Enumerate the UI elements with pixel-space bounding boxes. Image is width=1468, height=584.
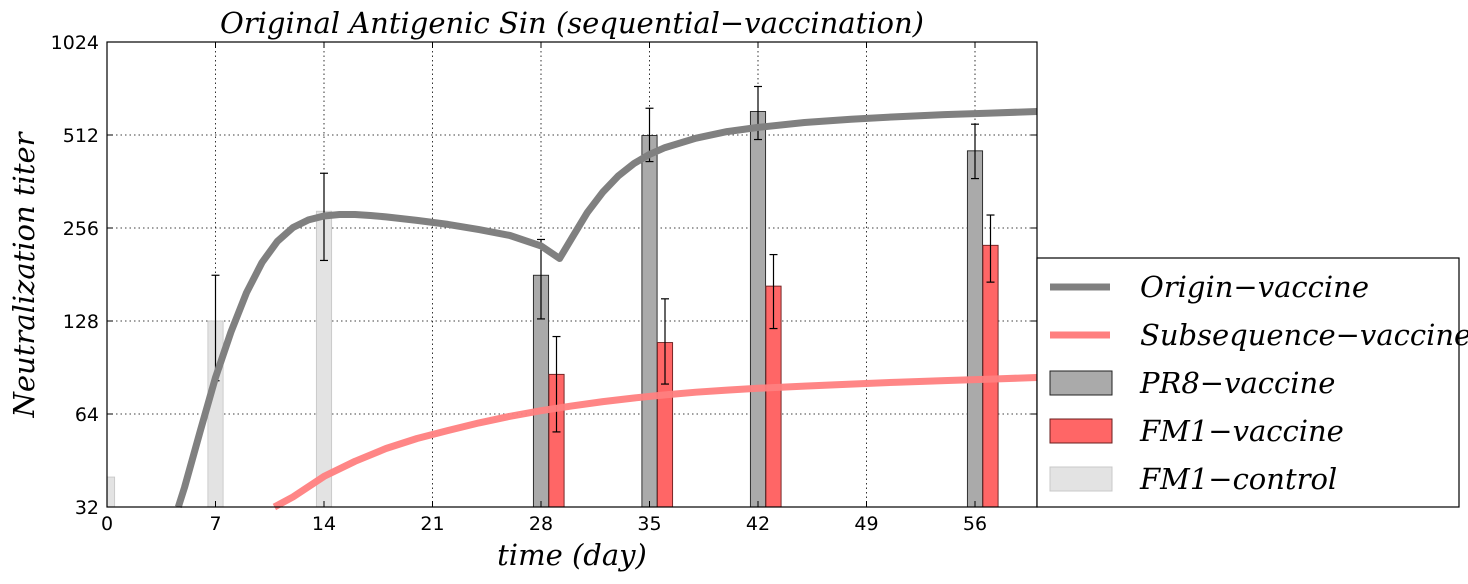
x-tick-label-21: 21 <box>420 513 444 535</box>
legend-swatch-fm1-control <box>1049 466 1113 492</box>
bar-pr8-vaccine-56 <box>966 150 984 508</box>
y-tick-label-256: 256 <box>63 218 99 240</box>
y-tick-label-32: 32 <box>75 497 99 519</box>
x-tick-label-49: 49 <box>854 513 878 535</box>
error-bar-fm1-vaccine-57 <box>986 214 995 283</box>
x-tick-label-42: 42 <box>746 513 770 535</box>
y-tick-label-128: 128 <box>63 311 99 333</box>
line-subsequence-vaccine <box>272 374 1038 511</box>
axis-ticks: 0 7 14 21 28 35 42 49 56 32 64 128 256 512 1024 <box>51 32 1037 535</box>
legend-label-fm1-control: FM1−control <box>1139 462 1337 496</box>
legend-label-origin-vaccine: Origin−vaccine <box>1140 270 1369 304</box>
x-tick-label-28: 28 <box>529 513 553 535</box>
error-bar-pr8-vaccine-28 <box>537 238 545 320</box>
bar-pr8-vaccine-42 <box>749 111 767 508</box>
y-tick-label-64: 64 <box>75 404 99 426</box>
error-bar-fm1-vaccine-29 <box>552 335 561 433</box>
x-tick-label-56: 56 <box>963 513 987 535</box>
x-tick-label-35: 35 <box>637 513 661 535</box>
legend-swatch-fm1-vaccine <box>1049 418 1113 444</box>
x-tick-label-7: 7 <box>209 513 221 535</box>
legend-label-pr8-vaccine: PR8−vaccine <box>1139 366 1335 400</box>
chart-title: Original Antigenic Sin (sequential−vacci… <box>220 6 924 40</box>
x-tick-label-14: 14 <box>312 513 336 535</box>
line-origin-vaccine <box>174 108 1038 509</box>
y-tick-label-512: 512 <box>63 125 99 147</box>
y-axis-label: Neutralization titer <box>7 130 41 418</box>
bar-pr8-vaccine-35 <box>641 135 658 508</box>
bar-fm1-control-0 <box>106 476 116 508</box>
legend-swatch-pr8-vaccine <box>1049 370 1113 396</box>
legend-label-fm1-vaccine: FM1−vaccine <box>1139 414 1344 448</box>
x-axis-label: time (day) <box>497 538 647 572</box>
error-bar-pr8-vaccine-56 <box>971 123 979 180</box>
y-tick-label-1024: 1024 <box>51 32 99 54</box>
lines <box>174 108 1038 511</box>
legend: Origin−vaccine Subsequence−vaccine PR8−vac… <box>1036 257 1468 508</box>
error-bar-fm1-vaccine-43 <box>769 253 778 330</box>
error-bar-fm1-vaccine-36 <box>661 298 669 385</box>
legend-label-subsequence-vaccine: Subsequence−vaccine <box>1140 318 1468 352</box>
x-tick-label-0: 0 <box>101 513 113 535</box>
